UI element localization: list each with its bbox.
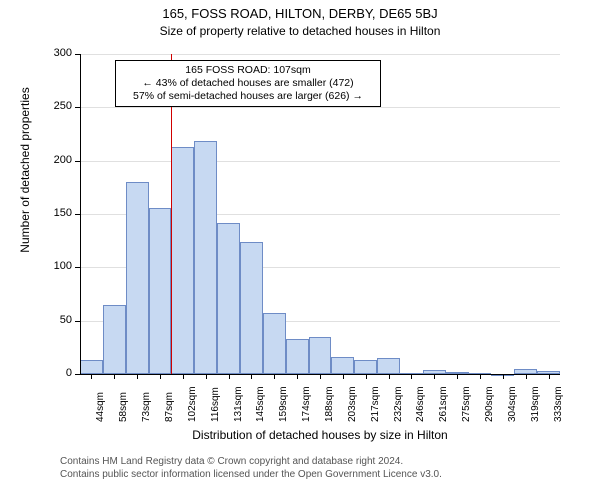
x-tick-label: 246sqm (415, 386, 426, 422)
x-tick-label: 159sqm (278, 386, 289, 422)
histogram-bar (149, 208, 172, 374)
y-tick-label: 0 (38, 367, 72, 379)
histogram-bar (240, 242, 263, 374)
annotation-line: 57% of semi-detached houses are larger (… (121, 90, 375, 103)
x-tick-label: 73sqm (141, 392, 152, 422)
x-tick-label: 290sqm (484, 386, 495, 422)
footer-line-2: Contains public sector information licen… (60, 469, 580, 482)
x-tick-label: 261sqm (438, 386, 449, 422)
y-tick-label: 50 (38, 314, 72, 326)
footer-line-1: Contains HM Land Registry data © Crown c… (60, 456, 580, 469)
histogram-bar (377, 358, 400, 374)
x-axis-label: Distribution of detached houses by size … (80, 428, 560, 442)
x-axis (80, 374, 560, 375)
histogram-bar (331, 357, 354, 374)
histogram-bar (171, 147, 194, 374)
grid-line (80, 54, 560, 55)
grid-line (80, 161, 560, 162)
x-tick-label: 275sqm (461, 386, 472, 422)
y-axis-label: Number of detached properties (18, 40, 32, 300)
y-tick-label: 150 (38, 207, 72, 219)
y-tick-label: 100 (38, 260, 72, 272)
x-tick-label: 232sqm (393, 386, 404, 422)
histogram-bar (103, 305, 126, 374)
histogram-bar (80, 360, 103, 374)
x-tick-label: 87sqm (164, 392, 175, 422)
histogram-bar (263, 313, 286, 374)
x-tick-label: 217sqm (370, 386, 381, 422)
histogram-bar (126, 182, 149, 374)
histogram-bar (309, 337, 332, 374)
y-tick-label: 250 (38, 100, 72, 112)
annotation-line: 165 FOSS ROAD: 107sqm (121, 64, 375, 77)
chart-subtitle: Size of property relative to detached ho… (0, 24, 600, 38)
footer-text: Contains HM Land Registry data © Crown c… (60, 456, 580, 481)
histogram-bar (354, 360, 377, 374)
annotation-line: ← 43% of detached houses are smaller (47… (121, 77, 375, 90)
x-tick-label: 203sqm (347, 386, 358, 422)
x-tick-label: 174sqm (301, 386, 312, 422)
y-axis (80, 54, 81, 374)
x-tick-label: 102sqm (187, 386, 198, 422)
x-tick-label: 44sqm (95, 392, 106, 422)
histogram-bar (217, 223, 240, 374)
x-tick-label: 116sqm (210, 387, 221, 422)
annotation-box: 165 FOSS ROAD: 107sqm← 43% of detached h… (115, 60, 381, 107)
chart-title: 165, FOSS ROAD, HILTON, DERBY, DE65 5BJ (0, 6, 600, 21)
histogram-bar (194, 141, 217, 374)
x-tick-label: 188sqm (324, 386, 335, 422)
x-tick-label: 333sqm (553, 386, 564, 422)
x-tick-label: 58sqm (118, 392, 129, 422)
y-tick-label: 200 (38, 154, 72, 166)
y-tick-label: 300 (38, 47, 72, 59)
histogram-bar (286, 339, 309, 374)
x-tick-label: 319sqm (530, 386, 541, 422)
x-tick-label: 304sqm (507, 386, 518, 422)
x-tick-label: 145sqm (255, 386, 266, 422)
x-tick-label: 131sqm (233, 386, 244, 422)
grid-line (80, 107, 560, 108)
